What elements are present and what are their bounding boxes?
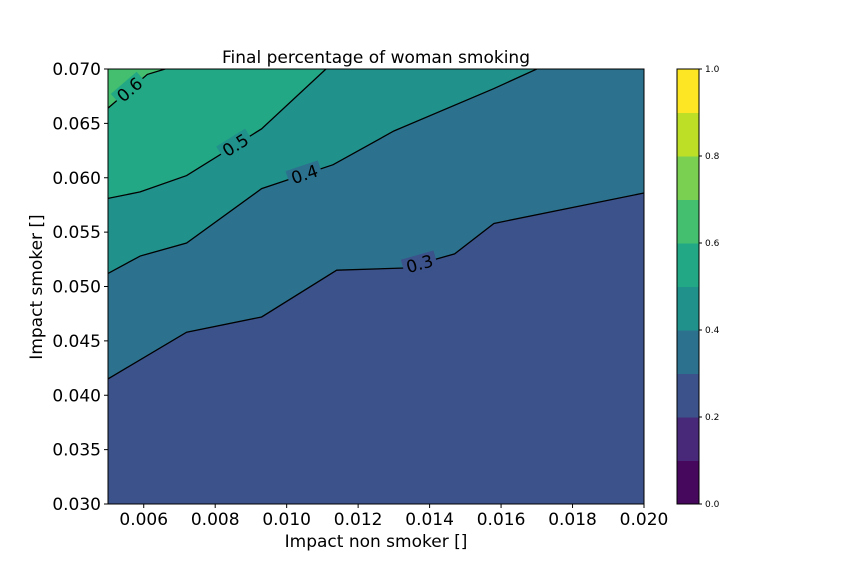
colorbar-segment [677,69,699,113]
x-tick-label: 0.010 [262,510,311,530]
x-tick-label: 0.016 [477,510,526,530]
colorbar-tick-label: 0.0 [705,500,720,510]
contour-label-gap [285,160,324,189]
colorbar-segment [677,417,699,461]
colorbar-tick-label: 0.4 [705,326,720,336]
colorbar-segment [677,156,699,200]
x-tick-label: 0.012 [334,510,383,530]
y-tick-label: 0.065 [52,114,101,134]
colorbar-segment [677,373,699,418]
contour-label-gap [400,250,439,278]
x-axis-label: Impact non smoker [] [285,532,468,552]
y-tick-label: 0.055 [52,223,101,243]
colorbar-segment [677,243,699,287]
chart-title: Final percentage of woman smoking [222,48,530,68]
band-0.6-0.7 [108,69,166,109]
contour-line-0.5 [108,69,327,200]
y-tick-label: 0.060 [52,169,101,189]
colorbar-tick-label: 0.6 [705,239,720,249]
y-tick-label: 0.040 [52,386,101,406]
y-axis-label: Impact smoker [] [27,214,47,359]
colorbar [676,68,700,505]
contour-line-0.3 [108,192,644,380]
band-0.2-0.3 [108,192,644,505]
colorbar-frame [676,68,700,505]
x-tick-label: 0.014 [405,510,454,530]
colorbar-segment [677,112,699,157]
y-tick-label: 0.045 [52,332,101,352]
contour-label-gap [110,71,149,108]
colorbar-segment [677,460,699,505]
y-tick-label: 0.070 [52,60,101,80]
x-tick-label: 0.008 [191,510,240,530]
colorbar-tick-label: 1.0 [705,65,720,75]
colorbar-segment [677,330,699,374]
x-tick-label: 0.018 [548,510,597,530]
y-tick-label: 0.035 [52,441,101,461]
colorbar-segment [677,286,699,331]
plot-area [108,69,644,505]
contour-label-gap [216,128,255,162]
x-tick-label: 0.006 [119,510,168,530]
x-tick-label: 0.020 [620,510,669,530]
y-tick-label: 0.050 [52,278,101,298]
colorbar-ticks: 0.0 0.2 0.4 0.6 0.8 1.0 [699,65,720,510]
y-axis-ticks: 0.030 0.035 0.040 0.045 0.050 0.055 0.060 0.065… [52,60,108,515]
colorbar-tick-label: 0.8 [705,152,720,162]
band-0.5-0.6 [108,69,326,199]
x-axis-ticks: 0.006 0.008 0.010 0.012 0.014 0.016 0.018 0.020 [119,504,668,530]
y-tick-label: 0.030 [52,495,101,515]
colorbar-tick-label: 0.2 [705,413,719,423]
colorbar-segment [677,199,699,244]
